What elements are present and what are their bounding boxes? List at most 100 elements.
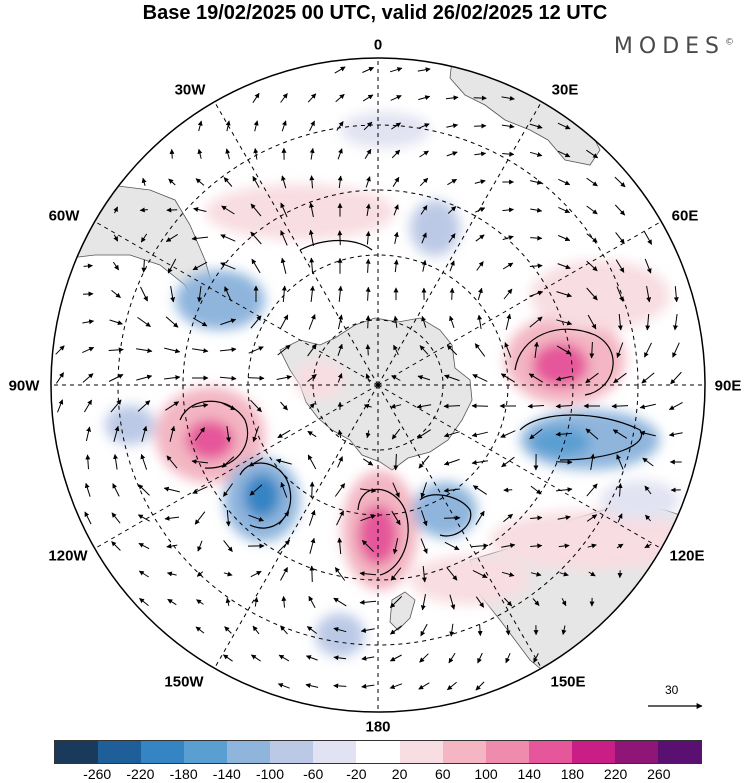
wind-vector (527, 403, 545, 409)
wind-vector (169, 148, 175, 159)
wind-vector (639, 403, 656, 410)
wind-vector (309, 175, 315, 189)
wind-vector (617, 483, 623, 497)
wind-vector (280, 482, 288, 498)
wind-vector (166, 543, 178, 549)
wind-vector (309, 565, 315, 583)
wind-vector (253, 596, 259, 607)
wind-vector (281, 175, 287, 189)
wind-vector (281, 120, 287, 132)
wind-vector (308, 314, 316, 330)
wind-vector (219, 375, 237, 381)
wind-vector (586, 205, 598, 215)
wind-vector (472, 569, 488, 579)
wind-vector (136, 348, 153, 354)
wind-vector (390, 567, 402, 581)
wind-vector (586, 233, 598, 243)
wind-vector (223, 540, 233, 552)
wind-vector (55, 372, 65, 384)
graticule (51, 58, 705, 712)
wind-vector (360, 627, 375, 633)
wind-vector (476, 261, 484, 271)
wind-vector (471, 460, 488, 465)
wind-vector (420, 482, 427, 499)
wind-vector (306, 626, 317, 634)
wind-vector (448, 652, 456, 664)
wind-vector (280, 567, 288, 581)
wind-vector (673, 314, 678, 331)
wind-vector (529, 428, 543, 440)
wind-vector (588, 571, 596, 577)
wind-vector (393, 453, 399, 471)
wind-vector (393, 344, 399, 356)
wind-vector (305, 655, 318, 661)
colorbar-swatch (657, 741, 701, 763)
wind-vector (334, 66, 346, 74)
wind-vector (365, 373, 371, 383)
wind-vector (558, 206, 571, 214)
wind-vector (474, 179, 486, 185)
wind-vector (193, 207, 207, 212)
wind-vector (333, 655, 347, 661)
wind-vector (362, 94, 374, 102)
wind-vector (309, 257, 315, 275)
wind-vector (109, 319, 123, 326)
wind-vector (167, 258, 177, 274)
wind-vector (250, 231, 262, 245)
wind-vector (224, 286, 232, 302)
wind-vector (393, 259, 399, 273)
wind-vector (617, 513, 623, 523)
wind-vector (141, 259, 147, 273)
wind-vector (644, 342, 652, 358)
wind-vector (418, 682, 430, 690)
wind-vector (613, 372, 627, 384)
wind-vector (250, 203, 262, 217)
wind-vector (416, 404, 432, 409)
wind-vector (197, 286, 203, 303)
wind-vector (474, 151, 487, 157)
wind-vector (197, 120, 203, 132)
wind-vector (220, 401, 236, 411)
wind-vector (449, 260, 455, 272)
wind-vector (138, 542, 150, 550)
wind-vector (251, 258, 261, 274)
wind-vector (447, 681, 457, 691)
wind-vector (337, 148, 343, 160)
wind-vector (307, 343, 317, 357)
wind-vector (83, 263, 93, 269)
wind-vector (333, 597, 347, 607)
longitude-label-180: 180 (365, 718, 391, 736)
wind-vector (446, 123, 459, 129)
wind-vector (360, 488, 377, 493)
wind-vector (219, 347, 237, 353)
wind-vector (82, 319, 95, 325)
wind-vector (641, 372, 655, 384)
wind-vector (337, 343, 343, 356)
colorbar-swatch (227, 741, 271, 763)
wind-vector (645, 313, 651, 331)
wind-vector (639, 430, 656, 437)
wind-vector (165, 316, 179, 328)
wind-vector (391, 510, 401, 526)
wind-vector (336, 510, 344, 526)
wind-vector (169, 425, 176, 442)
wind-vector (530, 515, 543, 521)
wind-vector (586, 149, 599, 159)
wind-vector (362, 67, 375, 73)
wind-vector (192, 348, 209, 354)
wind-vector (418, 455, 430, 469)
wind-vector (420, 594, 426, 611)
wind-vector (308, 229, 314, 246)
wind-vector (333, 627, 347, 633)
wind-vector (365, 286, 371, 301)
wind-vector (163, 486, 180, 493)
wind-vector (195, 626, 205, 634)
wind-vector (365, 344, 371, 356)
wind-vector (167, 598, 177, 606)
wind-vector (307, 93, 317, 103)
colorbar-tick-label: 180 (560, 766, 585, 782)
wind-vector (359, 599, 377, 605)
wind-vector (475, 681, 485, 691)
